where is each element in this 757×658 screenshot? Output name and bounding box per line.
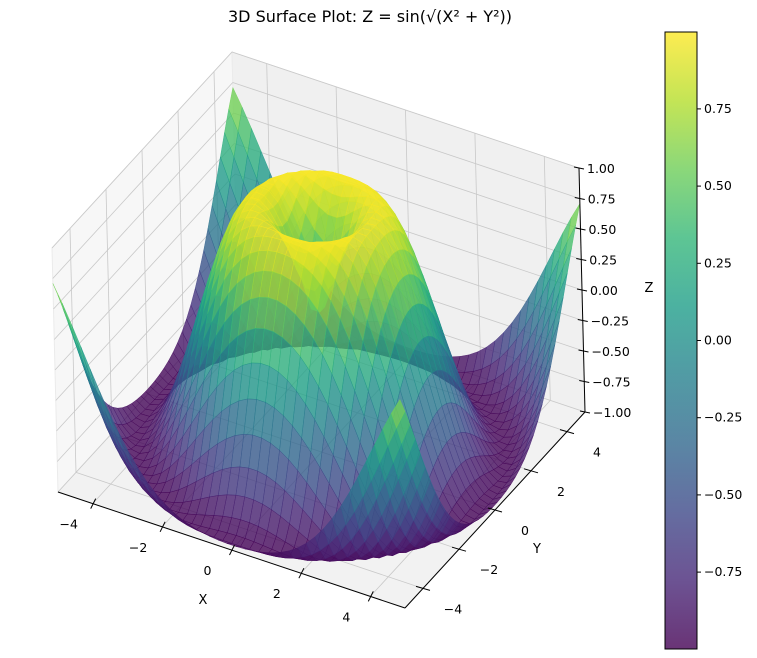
y-tick-label: 0 xyxy=(521,523,529,538)
y-tick-label: −4 xyxy=(444,601,462,616)
z-tick-label: 1.00 xyxy=(587,161,615,176)
colorbar-gradient xyxy=(664,31,698,650)
z-tick-label: −1.00 xyxy=(593,405,631,420)
colorbar-tick-label: −0.25 xyxy=(704,410,742,425)
y-tick-label: 2 xyxy=(557,484,565,499)
surface-plot[interactable] xyxy=(52,86,581,562)
z-tick-label: 0.75 xyxy=(588,192,616,207)
colorbar-tick-label: 0.25 xyxy=(704,255,732,270)
colorbar: −0.75 −0.50 −0.25 0.00 0.25 0.50 0.75 xyxy=(664,31,742,650)
x-tick-label: −4 xyxy=(59,517,77,532)
x-axis-label: X xyxy=(199,593,208,608)
z-tick-label: −0.50 xyxy=(592,344,630,359)
z-axis-ticks: −1.00 −0.75 −0.50 −0.25 0.00 0.25 0.50 0.75 1.00 xyxy=(573,161,631,420)
colorbar-tick-label: 0.00 xyxy=(704,333,732,348)
y-axis-label: Y xyxy=(532,542,541,557)
x-tick-label: 4 xyxy=(342,609,350,624)
x-axis-ticks: −4 −2 0 2 4 xyxy=(59,498,374,624)
colorbar-tick-label: −0.50 xyxy=(704,487,742,502)
z-axis-label: Z xyxy=(645,281,654,296)
z-tick-label: 0.25 xyxy=(589,253,617,268)
chart-title: 3D Surface Plot: Z = sin(√(X² + Y²)) xyxy=(228,7,512,26)
z-tick-label: 0.00 xyxy=(590,283,618,298)
z-tick-label: −0.25 xyxy=(591,314,629,329)
colorbar-ticks: −0.75 −0.50 −0.25 0.00 0.25 0.50 0.75 xyxy=(697,101,742,579)
z-tick-label: 0.50 xyxy=(589,222,617,237)
colorbar-tick-label: 0.50 xyxy=(704,178,732,193)
y-tick-label: 4 xyxy=(593,445,601,460)
x-tick-label: −2 xyxy=(129,540,147,555)
y-tick-label: −2 xyxy=(480,562,498,577)
x-tick-label: 0 xyxy=(204,563,212,578)
colorbar-tick-label: 0.75 xyxy=(704,101,732,116)
z-tick-label: −0.75 xyxy=(592,375,630,390)
y-axis-ticks: −4 −2 0 2 4 xyxy=(415,429,601,616)
x-tick-label: 2 xyxy=(273,586,281,601)
colorbar-tick-label: −0.75 xyxy=(704,564,742,579)
